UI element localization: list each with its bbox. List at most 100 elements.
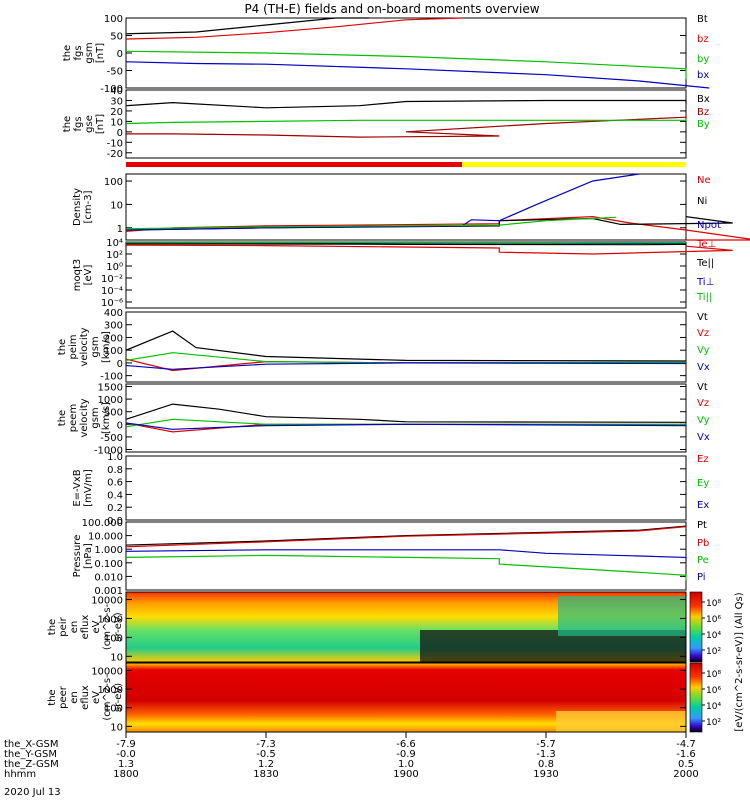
x-tick-label: -1.3 <box>536 749 556 760</box>
y-tick-label: 100 <box>104 346 123 357</box>
colorbar-tick-label: 10⁴ <box>706 631 721 641</box>
colorbar-tick-label: 10⁸ <box>706 599 721 609</box>
legend-entry: Vz <box>697 328 709 339</box>
series-line <box>125 526 687 548</box>
legend-entry: Te⊥ <box>696 239 716 250</box>
panel-frame <box>125 591 687 663</box>
y-tick-label: -20 <box>107 149 123 160</box>
y-axis-label: en <box>69 621 80 634</box>
legend-entry: Bz <box>697 107 709 118</box>
y-tick-label: 40 <box>110 86 123 97</box>
y-axis-label: peim <box>68 334 79 359</box>
y-tick-label: 10⁰ <box>106 262 123 273</box>
legend-entry: Bt <box>697 14 708 25</box>
legend-entry: Ez <box>697 454 709 465</box>
y-tick-label: 0.8 <box>107 465 123 476</box>
y-tick-label: 100 <box>104 704 123 715</box>
y-tick-label: 0.001 <box>94 586 123 597</box>
series-line <box>125 119 687 125</box>
x-tick-label: -0.5 <box>256 749 276 760</box>
legend-entry: bz <box>697 34 709 45</box>
colorbar-tick-label: 10⁶ <box>706 615 721 625</box>
x-tick-label: -7.9 <box>116 739 136 750</box>
x-axis-table: the_X-GSMthe_Y-GSMthe_Z-GSMhhmm-7.9-0.01… <box>4 732 699 780</box>
y-tick-label: 1.0 <box>107 452 123 463</box>
series-line <box>125 362 687 370</box>
panel-frame <box>125 241 687 309</box>
y-axis-label: peem <box>68 404 79 432</box>
y-tick-label: 10 <box>110 200 123 211</box>
legend-entry: Vy <box>697 415 710 426</box>
y-axis-label: fgs <box>73 45 84 60</box>
legend-entry: Bx <box>697 94 710 105</box>
panel-9: 10000 1000 100 10 the peir en eflux eV (cm^2-s-sr… <box>47 591 687 663</box>
colorbar-tick-label: 10² <box>706 718 721 728</box>
x-row-label: hhmm <box>4 769 36 780</box>
y-tick-label: 50 <box>110 32 123 43</box>
y-axis-label: eV <box>91 691 102 704</box>
x-tick-label: -6.6 <box>396 739 416 750</box>
legend-entry: Vy <box>697 345 710 356</box>
y-axis-label: Pressure <box>72 535 83 578</box>
series-line <box>126 114 687 138</box>
y-tick-label: 1000 <box>98 614 123 625</box>
y-tick-label: -100 <box>100 84 123 95</box>
y-axis-label: peir <box>58 616 69 636</box>
y-tick-label: 1.000 <box>94 545 123 556</box>
y-axis-label: [km/s] <box>101 402 112 434</box>
x-tick-label: 1830 <box>253 769 278 780</box>
mode-bar-fast <box>462 162 686 167</box>
legend-entry: Te|| <box>696 258 714 269</box>
y-axis-label: gse <box>84 115 95 133</box>
y-axis-label: gsm <box>90 407 101 428</box>
y-tick-label: 400 <box>104 308 123 319</box>
panel-10: 10000 1000 100 10 the peer en eflux eV (cm^2-s-sr… <box>47 662 687 733</box>
x-tick-label: 0.5 <box>678 759 694 770</box>
legend-entry: Ex <box>697 500 709 511</box>
y-axis-label: Density <box>72 188 83 226</box>
y-axis-label: [nPa] <box>83 543 94 569</box>
legend-entry: Pt <box>697 520 707 531</box>
y-axis-label: the <box>47 689 58 705</box>
y-tick-label: 10⁻⁴ <box>101 286 123 297</box>
legend-entry: Vx <box>697 362 710 373</box>
y-tick-label: 0.010 <box>94 572 123 583</box>
x-tick-label: 1.2 <box>258 759 274 770</box>
y-axis-label: [mV/m] <box>83 469 94 507</box>
spectrogram-band <box>556 711 686 732</box>
panel-frame <box>125 521 687 591</box>
y-axis-label: sr-eV) <box>113 683 124 712</box>
colorbars: 10⁸ 10⁶ 10⁴ 10² 10⁸ 10⁶ 10⁴ 10² [eV/(cm^2-s-sr-e… <box>689 591 745 733</box>
y-tick-label: -1000 <box>94 445 123 456</box>
y-axis-label: the <box>62 116 73 132</box>
y-axis-label: eflux <box>80 615 91 640</box>
y-tick-label: 100 <box>104 633 123 644</box>
y-axis-label: (cm^2-s- <box>102 674 113 721</box>
colorbar-tick-label: 10⁸ <box>706 670 721 680</box>
series-line <box>125 216 617 230</box>
mode-bar <box>126 162 686 167</box>
colorbar-tick-label: 10² <box>706 647 721 657</box>
y-tick-label: 10⁴ <box>106 238 123 249</box>
y-axis-label: eflux <box>80 685 91 710</box>
y-tick-label: 0.100 <box>94 559 123 570</box>
y-axis-label: fgs <box>73 116 84 131</box>
y-tick-label: 10000 <box>91 596 123 607</box>
spectrogram-band <box>558 596 686 636</box>
y-tick-label: 0.2 <box>107 503 123 514</box>
panel-frame <box>125 89 687 159</box>
legend-entry: Ni <box>697 196 707 207</box>
x-tick-label: -0.9 <box>396 749 416 760</box>
series-line <box>125 554 687 581</box>
y-axis-label: [km/s] <box>101 331 112 363</box>
y-tick-label: 500 <box>104 408 123 419</box>
y-tick-label: -500 <box>100 433 123 444</box>
plot-title: P4 (TH-E) fields and on-board moments ov… <box>244 2 539 16</box>
x-row-label: the_X-GSM <box>4 739 58 750</box>
colorbar-tick-label: 10⁴ <box>706 702 721 712</box>
y-tick-label: 100.000 <box>82 518 123 529</box>
y-tick-label: 20 <box>110 107 123 118</box>
